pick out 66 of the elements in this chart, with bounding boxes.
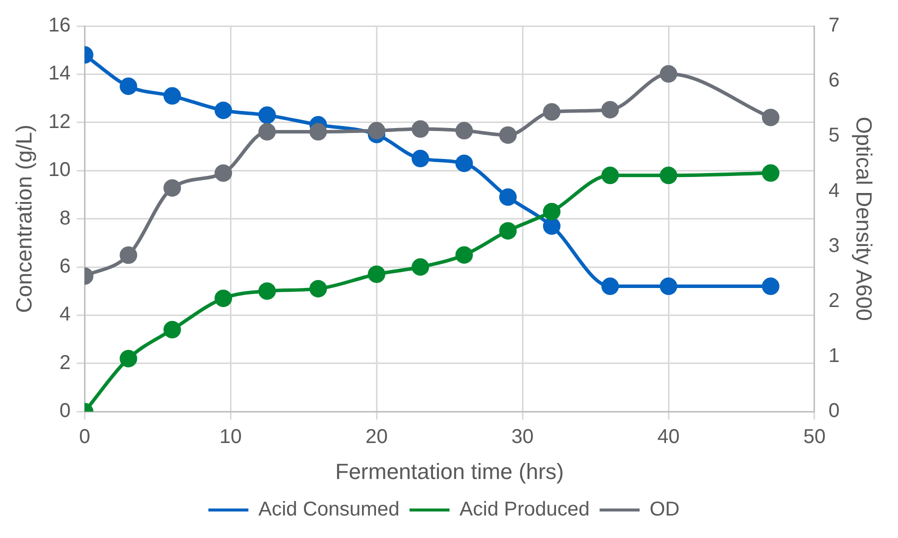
point [542,202,560,220]
y-tick-label: 16 [48,14,71,37]
x-tick-label: 40 [657,426,680,448]
point [499,222,517,240]
point [412,150,430,168]
point [120,350,138,368]
point [542,103,560,121]
legend-label: Acid Consumed [258,498,400,521]
y-tick-label: 14 [48,62,71,85]
x-tick-label: 30 [511,426,534,448]
point [499,188,517,206]
point [660,166,678,184]
point [762,278,780,296]
point [455,154,473,172]
y2-tick-label: 5 [828,124,840,147]
point [258,106,276,124]
y2-axis-title: Optical Density A600 [852,116,877,321]
point [499,126,517,144]
point [542,217,560,235]
point [368,265,386,283]
y-tick-label: 12 [48,110,71,133]
legend-label: OD [650,498,680,521]
point [455,122,473,140]
point [368,122,386,140]
point [214,164,232,182]
x-tick-label: 20 [365,426,388,448]
point [163,320,181,338]
point [214,102,232,120]
point [163,179,181,197]
point [455,246,473,264]
y-tick-label: 0 [60,400,71,422]
point [601,100,619,118]
point [660,278,678,296]
y-tick-label: 8 [60,207,71,230]
y-tick-label: 10 [48,159,71,182]
y-tick-label: 6 [60,256,71,278]
y2-tick-label: 4 [828,180,840,202]
y2-tick-label: 1 [828,345,840,368]
legend-label: Acid Produced [460,498,590,521]
point [412,120,430,138]
y2-tick-label: 0 [828,400,840,422]
point [214,290,232,308]
point [120,78,138,95]
y2-tick-label: 7 [828,14,840,37]
point [258,123,276,141]
y2-tick-label: 3 [828,234,840,257]
point [309,280,327,298]
x-axis-title: Fermentation time (hrs) [335,458,564,484]
x-tick-label: 0 [79,426,90,448]
point [601,278,619,296]
y2-tick-label: 6 [828,70,840,92]
y-tick-label: 2 [60,352,71,374]
point [762,108,780,126]
y-tick-label: 4 [60,304,71,326]
point [762,164,780,182]
y-axis-title: Concentration (g/L) [11,124,36,313]
point [120,246,138,264]
x-tick-label: 10 [219,426,242,448]
point [412,258,430,276]
x-tick-label: 50 [803,426,826,448]
point [258,282,276,300]
point [660,65,678,83]
y2-tick-label: 2 [828,290,840,312]
point [309,123,327,141]
point [601,166,619,184]
point [163,87,181,105]
